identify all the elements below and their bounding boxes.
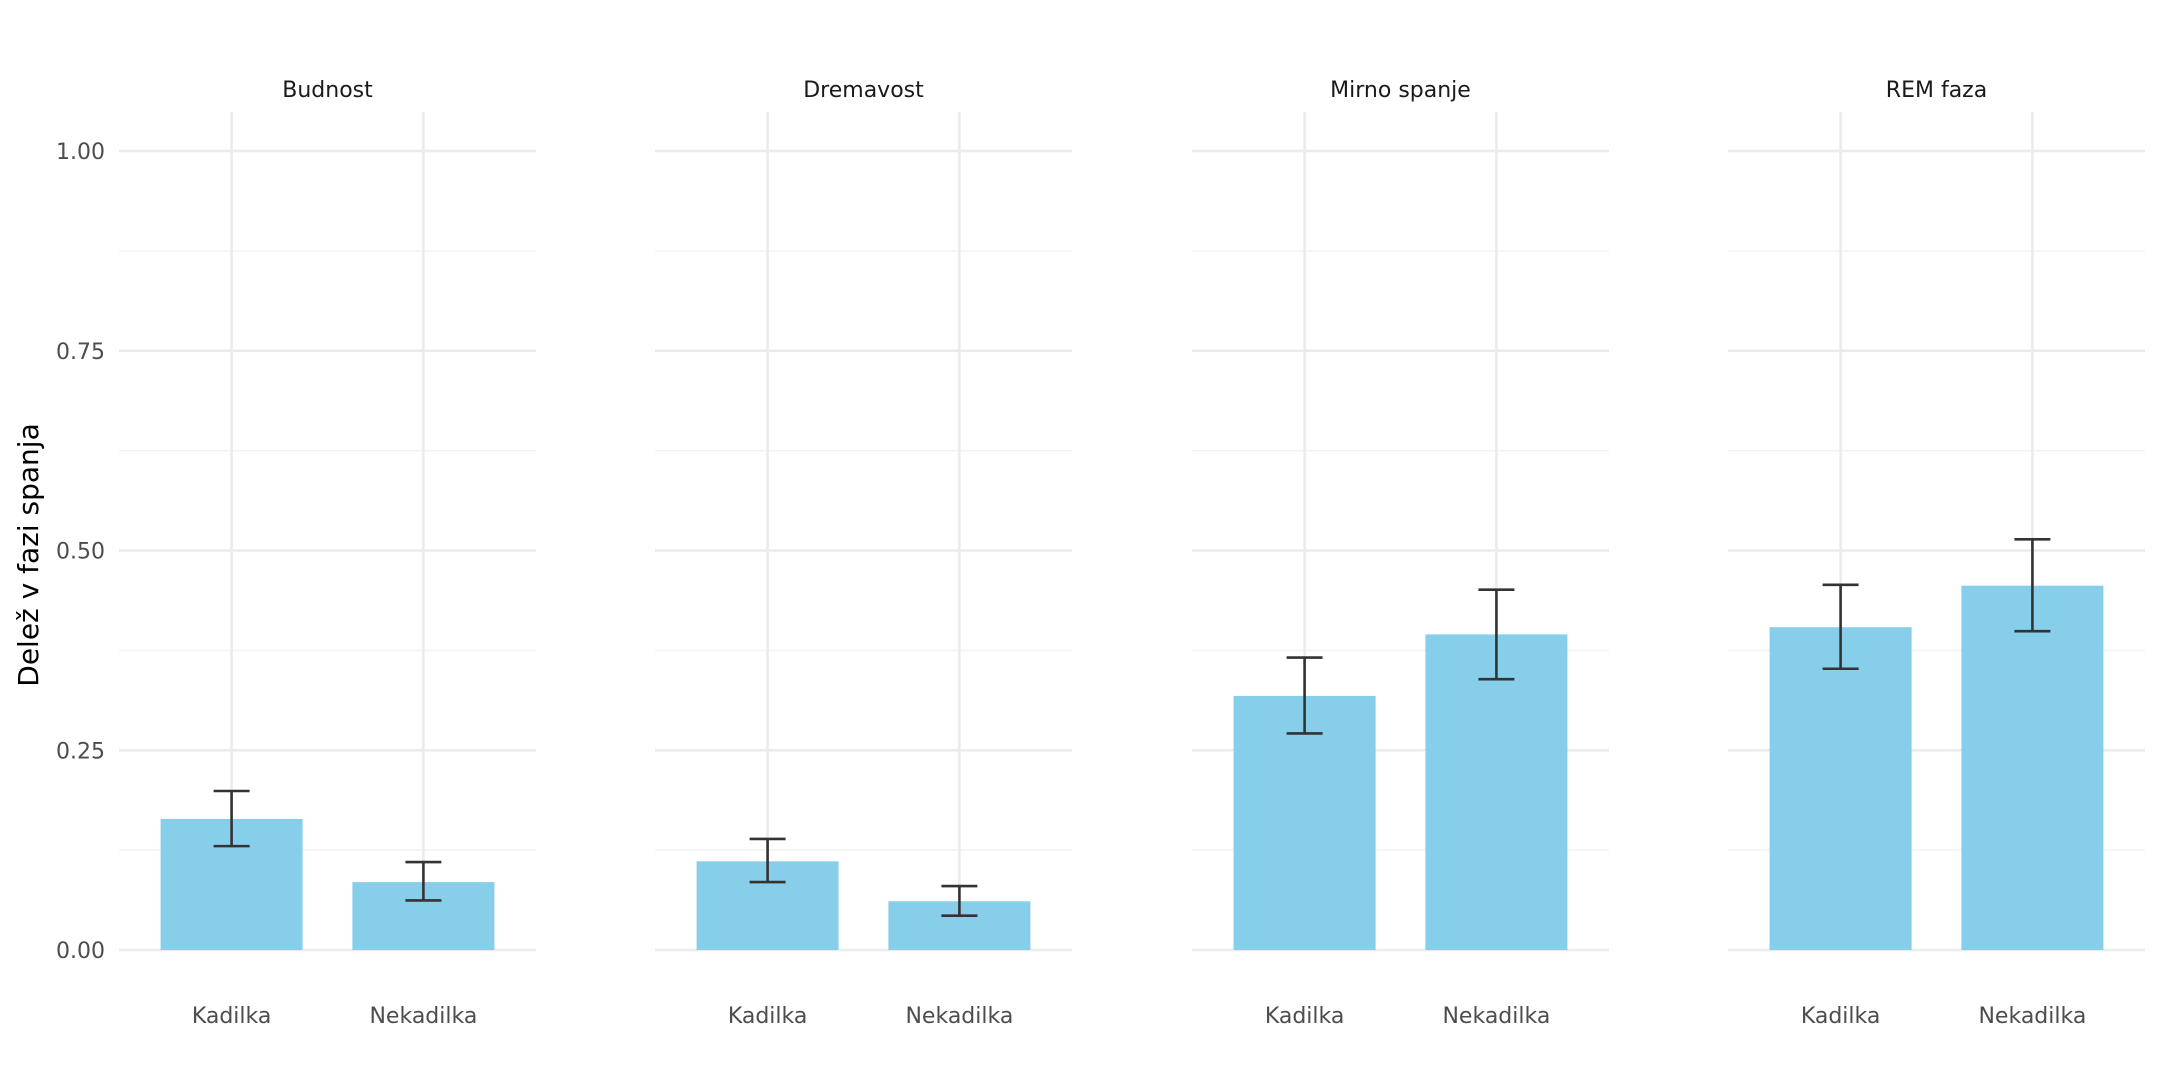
error-bar [213,789,250,848]
facet-panel: Budnost Kadilka Nekadilka 0.00 0.25 0.50 0.75 1… [56,78,536,1029]
y-tick-label: 1.00 [56,140,105,165]
facet-title: Dremavost [803,78,924,103]
x-tick-label: Kadilka [1801,1004,1881,1029]
error-bar [2014,538,2051,633]
error-bar [405,860,442,902]
y-tick-label: 0.00 [56,939,105,964]
error-bar [1478,588,1515,681]
facet-panel: Dremavost Kadilka Nekadilka [655,78,1072,1029]
bar [1769,627,1912,950]
bar [1233,695,1376,950]
error-bar [941,884,978,917]
x-tick-label: Nekadilka [1442,1004,1550,1029]
y-axis-title: Delež v fazi spanja [12,423,45,686]
facet-panel: REM faza Kadilka Nekadilka [1728,78,2145,1029]
error-bar [1822,583,1859,671]
x-tick-label: Nekadilka [369,1004,477,1029]
y-tick-label: 0.25 [56,739,105,764]
bar [1425,634,1568,950]
facet-title: Budnost [282,78,373,103]
facet-title: Mirno spanje [1330,78,1471,103]
x-tick-label: Kadilka [728,1004,808,1029]
x-tick-label: Nekadilka [905,1004,1013,1029]
x-tick-label: Kadilka [1265,1004,1345,1029]
y-tick-label: 0.50 [56,540,105,565]
error-bar [1286,656,1323,735]
facet-title: REM faza [1886,78,1987,103]
x-tick-label: Kadilka [192,1004,272,1029]
chart-panels: Budnost Kadilka Nekadilka 0.00 0.25 0.50 0.75 1… [56,78,2145,1029]
y-tick-label: 0.75 [56,340,105,365]
error-bar [749,837,786,884]
facet-panel: Mirno spanje Kadilka Nekadilka [1192,78,1609,1029]
x-tick-label: Nekadilka [1978,1004,2086,1029]
bar [1961,585,2104,950]
